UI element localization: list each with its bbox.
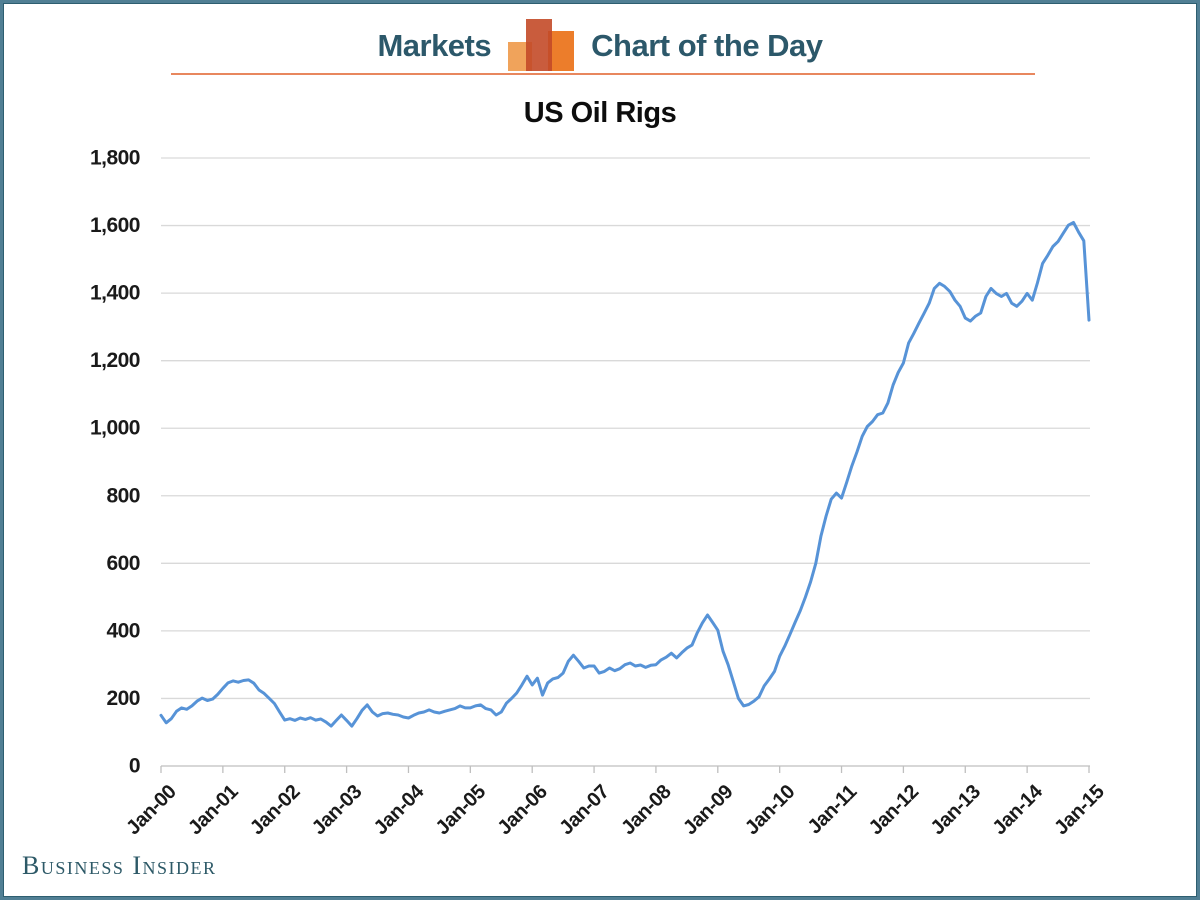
header: Markets Chart of the Day [3,19,1197,72]
x-tick-label: Jan-13 [927,781,986,840]
y-tick-label: 1,000 [90,417,140,440]
x-tick-label: Jan-11 [804,781,862,839]
y-tick-label: 400 [106,619,140,642]
y-tick-label: 1,600 [90,214,140,237]
x-tick-label: Jan-02 [246,781,305,840]
x-tick-label: Jan-07 [555,781,614,840]
y-tick-label: 600 [106,552,140,575]
chart-title: US Oil Rigs [523,97,677,129]
business-insider-logo: Business Insider [22,851,217,880]
y-tick-label: 800 [106,484,140,507]
x-tick-label: Jan-03 [308,781,367,840]
header-markets-label: Markets [377,27,492,63]
x-tick-label: Jan-01 [184,781,243,840]
y-tick-label: 1,800 [90,147,140,170]
header-underline-rule [171,73,1035,75]
x-tick-label: Jan-15 [1050,781,1109,840]
header-chart-of-day-label: Chart of the Day [591,27,823,63]
y-tick-label: 200 [106,687,140,710]
y-tick-label: 1,400 [90,282,140,305]
x-tick-label: Jan-04 [370,780,429,839]
x-tick-label: Jan-00 [122,781,181,840]
x-tick-label: Jan-12 [865,781,924,840]
x-tick-label: Jan-08 [617,781,676,840]
y-tick-label: 1,200 [90,349,140,372]
x-tick-label: Jan-10 [741,781,800,840]
x-tick-label: Jan-06 [493,781,552,840]
x-tick-label: Jan-09 [679,781,738,840]
y-tick-label: 0 [129,755,140,778]
bar-chart-icon [507,19,575,72]
x-tick-label: Jan-05 [432,781,491,840]
rig-count-line [159,221,1091,728]
line-chart: 0 200 400 600 800 1,000 1,200 1,400 1,600 1,800 Ja… [90,147,1109,840]
x-tick-label: Jan-14 [988,780,1047,839]
